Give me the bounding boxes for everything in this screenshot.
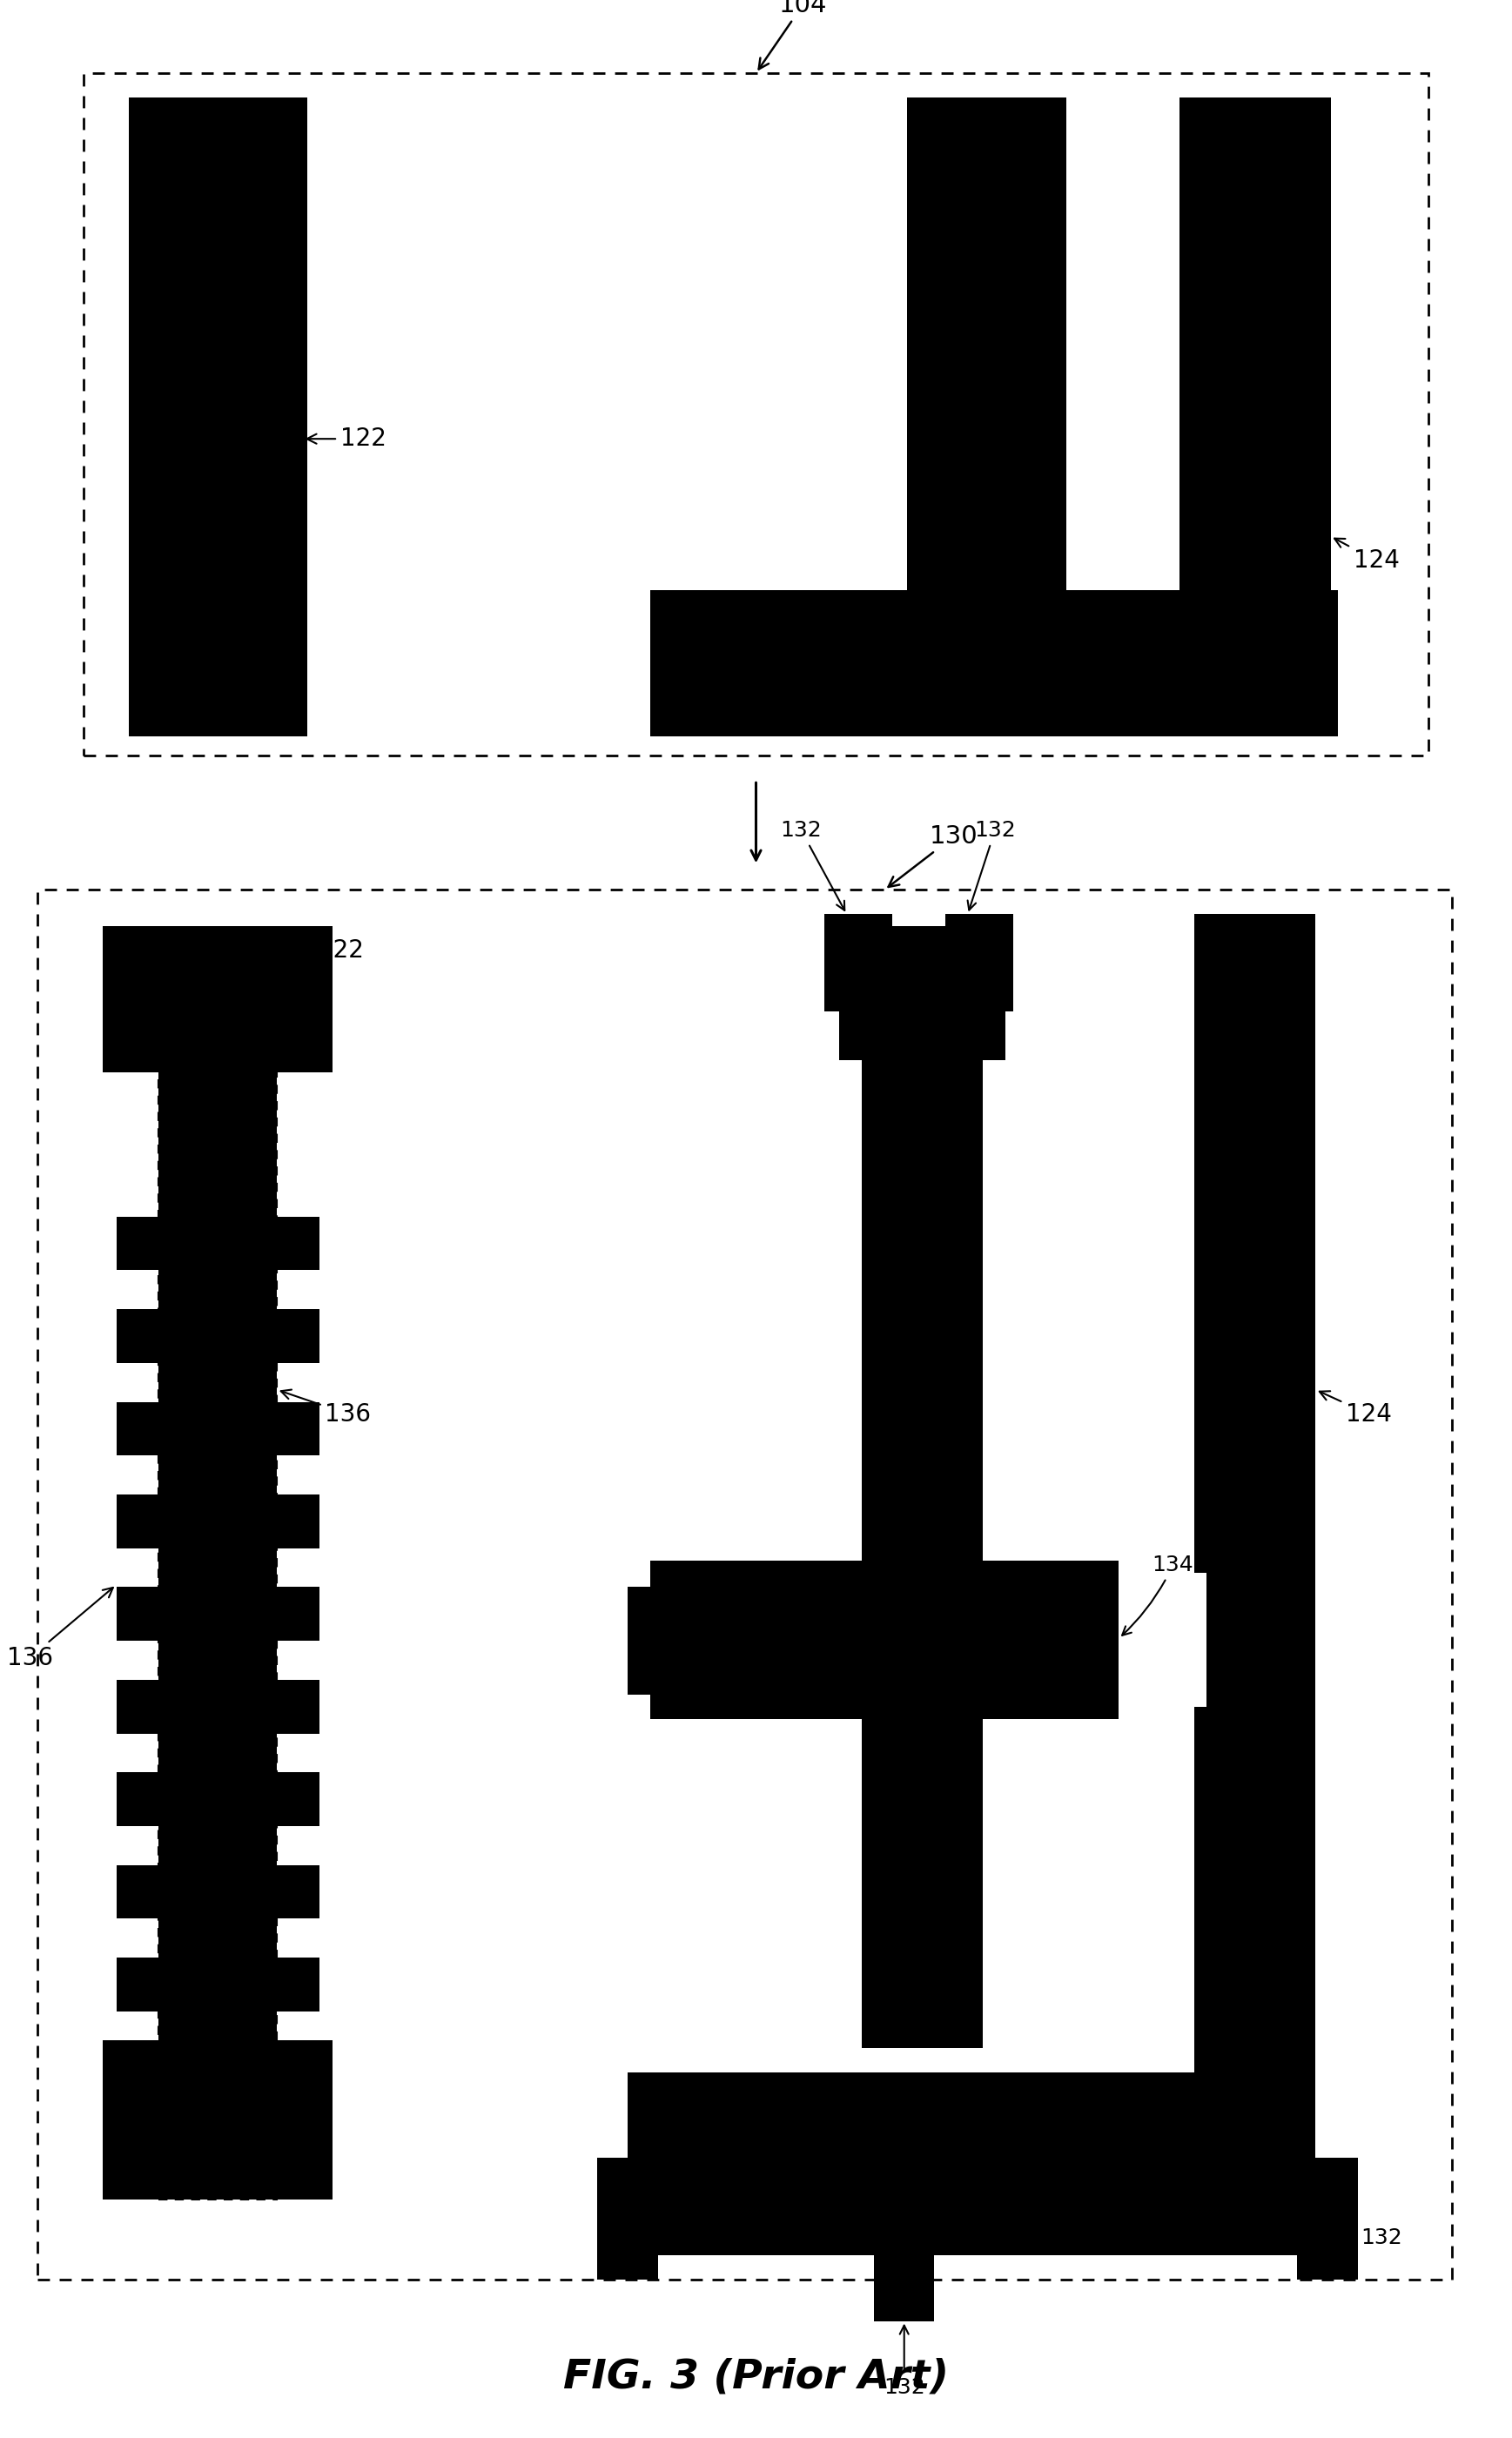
Text: 132: 132 [649,1587,694,1690]
Polygon shape [116,1587,159,1641]
Polygon shape [1119,1573,1207,1707]
Text: 122: 122 [281,939,363,975]
Polygon shape [103,2041,333,2199]
Polygon shape [277,1865,319,1919]
Polygon shape [277,1587,319,1641]
Polygon shape [874,2248,934,2321]
Text: 136: 136 [6,1587,113,1670]
Text: 122: 122 [307,427,386,451]
Text: 132: 132 [883,2326,925,2399]
Polygon shape [650,1560,1119,1719]
Polygon shape [116,1865,159,1919]
Polygon shape [116,1958,159,2011]
Polygon shape [129,98,307,736]
Polygon shape [627,2072,1315,2255]
Polygon shape [277,1402,319,1455]
Polygon shape [277,1772,319,1826]
Polygon shape [116,1494,159,1548]
Polygon shape [116,1309,159,1363]
Polygon shape [277,1680,319,1733]
Text: 104: 104 [759,0,827,68]
Polygon shape [627,1587,658,1694]
Polygon shape [839,926,1005,1061]
Polygon shape [1194,914,1315,2255]
Polygon shape [277,1217,319,1270]
Polygon shape [1297,2158,1358,2280]
Polygon shape [116,1680,159,1733]
Text: FIG. 3 (Prior Art): FIG. 3 (Prior Art) [562,2358,950,2397]
Polygon shape [597,2158,658,2280]
Text: 136: 136 [281,1390,372,1426]
Text: 132: 132 [968,819,1016,909]
Text: 130: 130 [889,824,978,887]
Polygon shape [277,1958,319,2011]
Polygon shape [159,1073,277,2060]
Polygon shape [945,914,1013,1012]
Polygon shape [116,1217,159,1270]
Polygon shape [1179,98,1331,736]
Polygon shape [277,1309,319,1363]
Text: 124: 124 [1320,1392,1391,1426]
Text: 134: 134 [1122,1555,1193,1636]
Polygon shape [907,98,1066,605]
Polygon shape [277,1494,319,1548]
Polygon shape [116,1402,159,1455]
Text: 132: 132 [1335,2219,1402,2248]
Polygon shape [103,926,333,1073]
Text: 132: 132 [780,819,845,909]
Text: 124: 124 [1335,539,1399,573]
Polygon shape [116,1772,159,1826]
Polygon shape [862,926,983,2048]
Polygon shape [650,590,1338,736]
Polygon shape [824,914,892,1012]
